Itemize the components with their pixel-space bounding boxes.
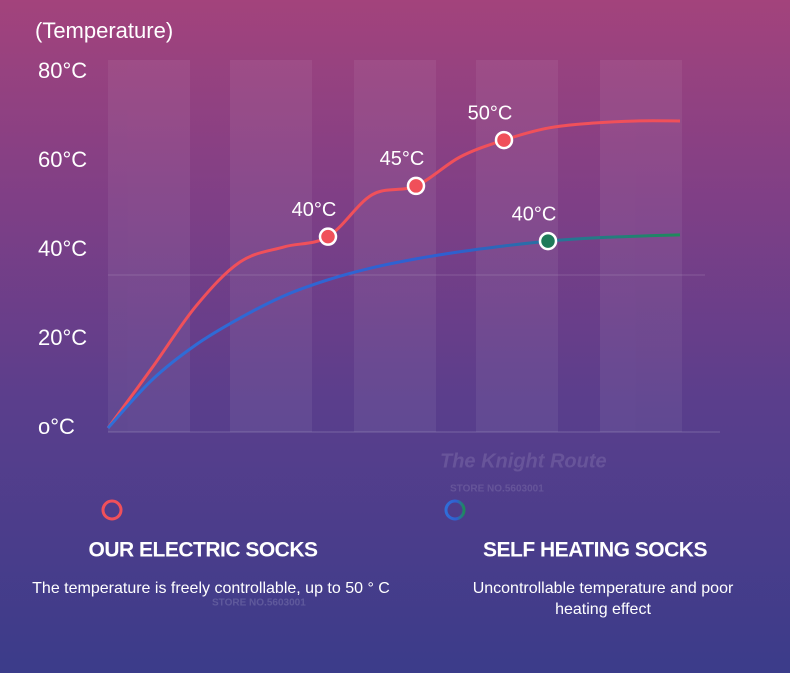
- point-marker: [538, 231, 558, 251]
- annotation: 50°C: [468, 102, 513, 124]
- line-series: [106, 233, 681, 430]
- columns: [108, 60, 682, 432]
- y-axis-label: (Temperature): [35, 18, 173, 43]
- y-tick-label: 80°C: [38, 58, 87, 83]
- watermark: The Knight Route: [440, 450, 607, 472]
- y-tick-label: 20°C: [38, 325, 87, 350]
- point-marker: [494, 130, 514, 150]
- legend-name: SELF HEATING SOCKS: [483, 539, 707, 562]
- line-series: [106, 119, 681, 429]
- watermark: STORE NO.5603001: [450, 484, 544, 495]
- legend-description: The temperature is freely controllable, …: [32, 580, 390, 597]
- annotation: 40°C: [512, 203, 557, 225]
- legend-icon: [444, 499, 466, 521]
- watermark: STORE NO.5603001: [212, 598, 306, 609]
- point-marker: [318, 227, 338, 246]
- legend-icon: [101, 499, 123, 521]
- y-tick-label: 60°C: [38, 147, 87, 172]
- legend-name: OUR ELECTRIC SOCKS: [88, 539, 318, 562]
- y-tick-label: 40°C: [38, 236, 87, 261]
- annotation: 45°C: [380, 148, 425, 170]
- legend-description: Uncontrollable temperature and poor heati…: [473, 580, 734, 618]
- point-marker: [406, 176, 426, 196]
- annotation: 40°C: [292, 199, 337, 221]
- y-tick-label: o°C: [38, 414, 75, 439]
